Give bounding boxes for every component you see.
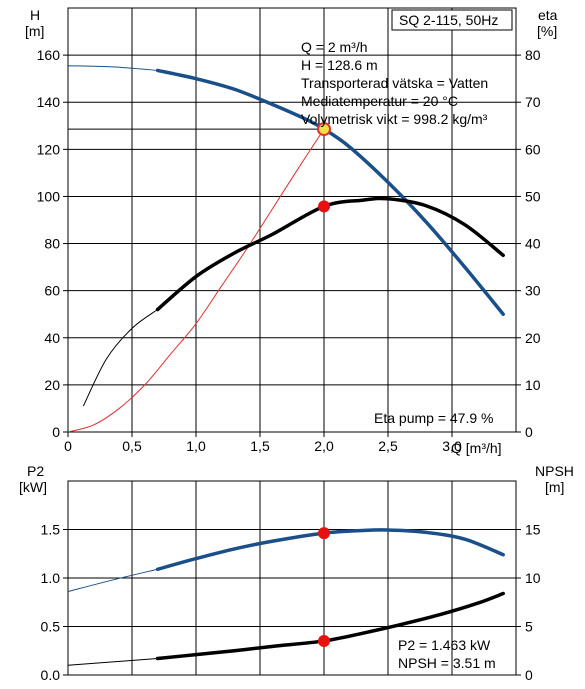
y-left-title: H (30, 7, 40, 23)
efficiency-curve-thin (82, 309, 158, 407)
p2-tick-label: 0.0 (41, 667, 61, 683)
top-ticks-group: 0 0,5 1,0 1,5 2,0 2,5 3,0020406080100120140160… (37, 47, 541, 454)
head-curve-thin (67, 65, 158, 71)
y-right-tick-label: 40 (525, 236, 541, 252)
y-right-tick-label: 70 (525, 94, 541, 110)
y-left-tick-label: 40 (44, 330, 60, 346)
p2-axis-title: P2 (27, 463, 44, 479)
npsh-tick-label: 10 (525, 570, 541, 586)
bottom-ticks-group: 0.0 0.5 1.0 1.5 0 5 10 15 (41, 522, 541, 684)
y-left-tick-label: 60 (44, 283, 60, 299)
bottom-grid (68, 481, 516, 675)
npsh-tick-label: 5 (525, 619, 533, 635)
duty-point-marker (317, 122, 331, 137)
model-title-box (391, 9, 513, 31)
x-axis-title: Q [m³/h] (451, 440, 502, 456)
x-tick-label: 2,0 (314, 438, 334, 454)
model-title: SQ 2-115, 50Hz (399, 12, 498, 28)
top-grid (68, 8, 516, 432)
y-right-tick-label: 60 (525, 141, 541, 157)
x-tick-label: 0 (64, 438, 72, 454)
npsh-curve (155, 591, 505, 661)
y-right-tick-label: 30 (525, 283, 541, 299)
info-line-liquid: Transporterad vätska = Vatten (301, 75, 488, 91)
efficiency-curve (155, 196, 505, 312)
top-plot-frame (67, 7, 517, 433)
p2-annotation: P2 = 1.463 kW (398, 637, 491, 653)
x-tick-label: 3,0 (442, 438, 462, 454)
head-efficiency-panel: 0 0,5 1,0 1,5 2,0 2,5 3,0020406080100120140160… (25, 7, 558, 456)
eta-pump-annotation: Eta pump = 47.9 % (374, 410, 493, 426)
npsh-axis-unit: [m] (545, 479, 564, 495)
y-left-tick-label: 80 (44, 236, 60, 252)
npsh-axis-title: NPSH (535, 463, 574, 479)
p2-tick-label: 1.5 (41, 522, 61, 538)
npsh-point-marker (318, 634, 330, 647)
info-line-q: Q = 2 m³/h (301, 39, 368, 55)
y-left-tick-label: 160 (37, 47, 61, 63)
x-tick-label: 2,5 (378, 438, 398, 454)
power-point-marker (318, 527, 330, 540)
npsh-tick-label: 0 (525, 667, 533, 683)
power-npsh-panel: 0.0 0.5 1.0 1.5 0 5 10 15 P2 [kW] NPSH [m] P2 =… (19, 463, 574, 683)
info-line-h: H = 128.6 m (301, 57, 378, 73)
bottom-series-group (67, 528, 505, 666)
x-tick-label: 0,5 (122, 438, 142, 454)
y-right-title: eta (538, 7, 558, 23)
power-curve-thin (67, 568, 158, 593)
x-tick-label: 1,0 (186, 438, 206, 454)
npsh-annotation: NPSH = 3.51 m (398, 655, 496, 671)
y-right-tick-label: 80 (525, 47, 541, 63)
bottom-markers-group (318, 527, 330, 647)
info-line-temperature: Mediatemperatur = 20 °C (301, 93, 458, 109)
y-right-tick-label: 20 (525, 330, 541, 346)
y-right-tick-label: 0 (525, 424, 533, 440)
x-tick-label: 1,5 (250, 438, 270, 454)
npsh-tick-label: 15 (525, 522, 541, 538)
npsh-curve-thin (67, 658, 158, 666)
y-left-tick-label: 120 (37, 141, 61, 157)
y-right-unit: [%] (537, 23, 557, 39)
y-left-tick-label: 100 (37, 188, 61, 204)
y-left-tick-label: 0 (52, 424, 60, 440)
system-curve (67, 128, 325, 433)
y-left-tick-label: 20 (44, 377, 60, 393)
p2-axis-unit: [kW] (19, 479, 47, 495)
p2-tick-label: 0.5 (41, 619, 61, 635)
info-line-density: Volymetrisk vikt = 998.2 kg/m³ (301, 111, 488, 127)
y-right-tick-label: 50 (525, 188, 541, 204)
power-curve (155, 528, 505, 572)
efficiency-point-marker (318, 200, 330, 213)
top-markers-group (317, 122, 331, 213)
y-left-tick-label: 140 (37, 94, 61, 110)
y-right-tick-label: 10 (525, 377, 541, 393)
p2-tick-label: 1.0 (41, 570, 61, 586)
y-left-unit: [m] (25, 23, 44, 39)
